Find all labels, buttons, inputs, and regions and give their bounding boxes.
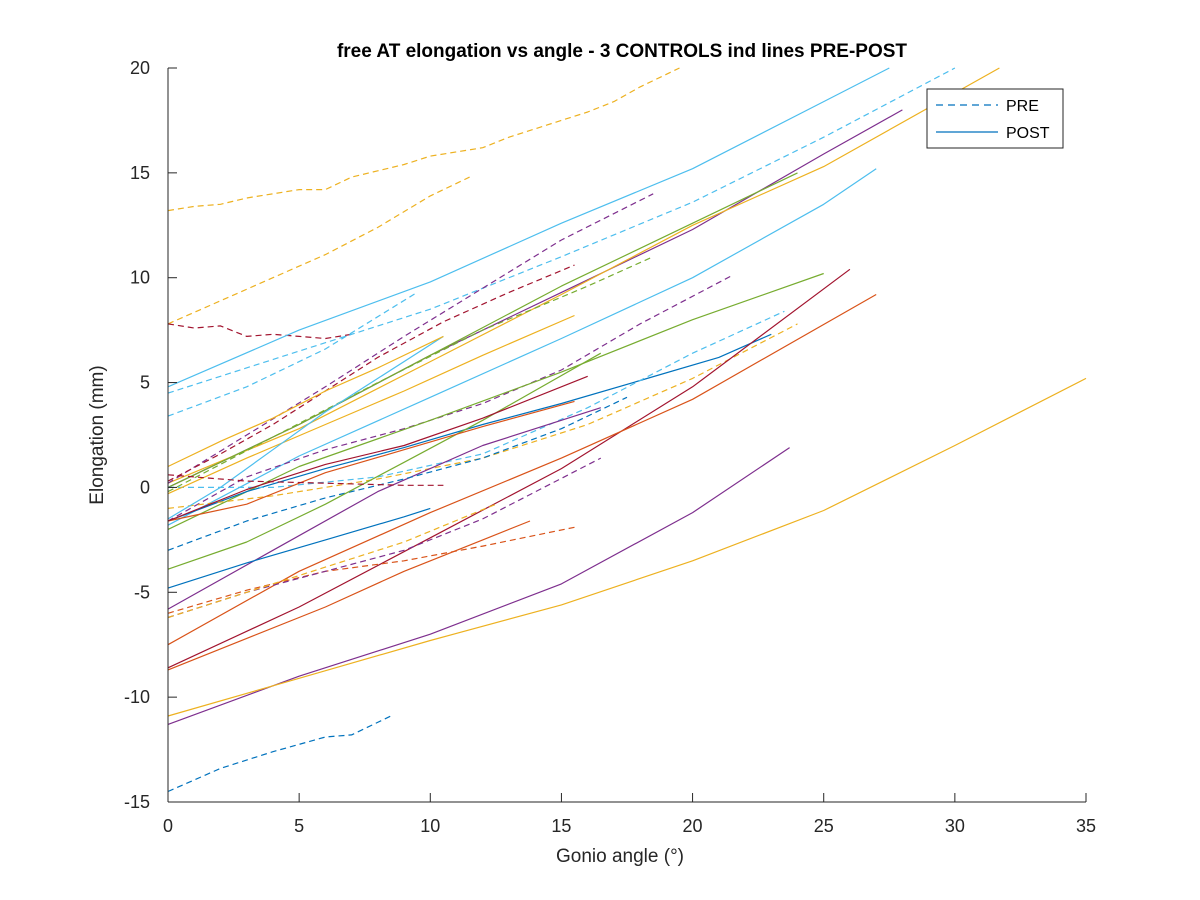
y-tick-label: -5 <box>134 582 150 602</box>
series-line-24 <box>167 507 431 589</box>
series-line-33 <box>167 335 444 468</box>
x-tick-label: 15 <box>551 816 571 836</box>
legend-box <box>926 88 1064 149</box>
axes: 0 5 10 15 20 25 30 35 -15 -10 -5 0 5 10 15 20 <box>124 58 1096 836</box>
legend: PRE POST <box>926 88 1064 149</box>
series-line-4 <box>167 67 890 388</box>
series-line-3 <box>167 323 352 340</box>
series-line-11 <box>167 256 654 493</box>
y-tick-label: 15 <box>130 163 150 183</box>
series-line-1 <box>167 67 680 212</box>
series-line-14 <box>167 272 824 530</box>
series-line-6 <box>167 291 418 417</box>
series-line-34 <box>167 400 575 522</box>
series-line-12 <box>167 168 877 526</box>
series-line-8 <box>167 67 1000 484</box>
x-tick-label: 20 <box>683 816 703 836</box>
series-line-36 <box>167 503 497 619</box>
y-tick-label: -15 <box>124 792 150 812</box>
series-line-35 <box>167 375 588 522</box>
series-line-23 <box>167 715 392 793</box>
series-line-18 <box>167 268 851 669</box>
y-tick-label: -10 <box>124 687 150 707</box>
series-line-29 <box>167 352 602 570</box>
series-line-17 <box>167 323 798 509</box>
series-line-25 <box>167 526 575 614</box>
legend-label-pre: PRE <box>1006 98 1039 115</box>
chart-title: free AT elongation vs angle - 3 CONTROLS… <box>337 41 907 62</box>
series-line-27 <box>167 520 531 671</box>
series-line-37 <box>167 474 444 486</box>
series-line-20 <box>167 407 601 610</box>
series-line-2 <box>167 176 470 325</box>
series-line-26 <box>167 457 602 619</box>
y-tick-label: 20 <box>130 58 150 78</box>
x-tick-label: 5 <box>294 816 304 836</box>
series-line-30 <box>167 314 575 495</box>
plot-area <box>167 67 1087 793</box>
series-line-10 <box>167 193 654 484</box>
series-line-13 <box>167 275 733 522</box>
legend-label-post: POST <box>1006 125 1050 142</box>
y-tick-label: 0 <box>140 477 150 497</box>
y-tick-label: 10 <box>130 268 150 288</box>
series-line-22 <box>167 377 1087 717</box>
series-line-32 <box>167 264 575 482</box>
y-tick-label: 5 <box>140 373 150 393</box>
series-line-16 <box>168 310 785 488</box>
series-line-28 <box>167 396 628 551</box>
y-axis-title: Elongation (mm) <box>87 365 108 504</box>
x-tick-label: 25 <box>814 816 834 836</box>
series-line-15 <box>167 333 772 522</box>
series-line-5 <box>167 67 956 394</box>
x-tick-label: 35 <box>1076 816 1096 836</box>
x-tick-label: 0 <box>163 816 173 836</box>
x-tick-label: 30 <box>945 816 965 836</box>
x-tick-label: 10 <box>420 816 440 836</box>
x-axis-title: Gonio angle (°) <box>556 846 684 867</box>
series-line-31 <box>167 335 444 520</box>
